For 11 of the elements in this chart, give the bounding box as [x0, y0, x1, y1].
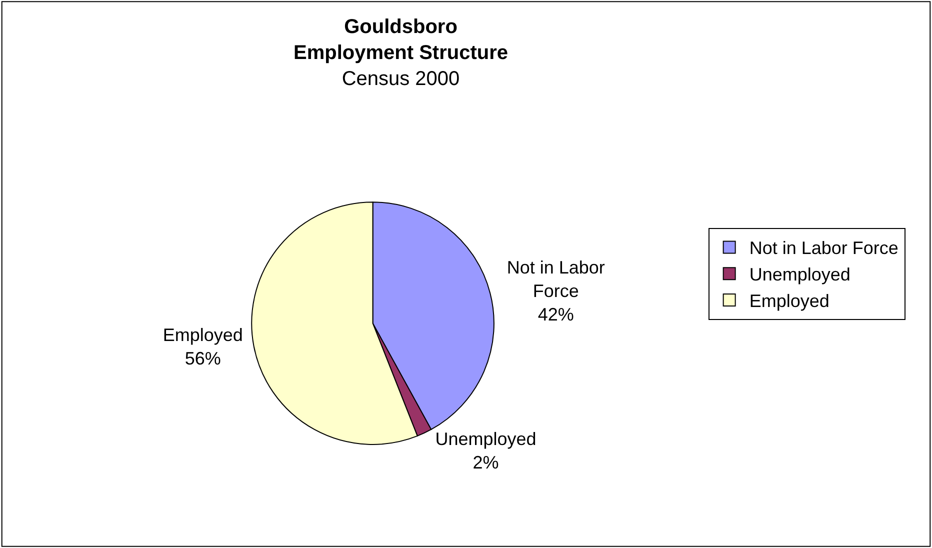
legend-label: Unemployed — [749, 264, 850, 285]
slice-label: Unemployed — [435, 429, 536, 450]
slice-label: Not in Labor Force — [506, 258, 605, 302]
slice-label: Employed — [162, 325, 243, 346]
data-label: 42% — [538, 304, 574, 325]
data-label: 2% — [472, 452, 499, 472]
data-label: 56% — [184, 348, 221, 368]
legend-label: Not in Labor Force — [749, 238, 898, 258]
legend-label: Employed — [749, 291, 830, 312]
chart-subtitle: Census 2000 — [342, 68, 460, 90]
chart-title: Gouldsboro Employment Structure — [294, 16, 508, 64]
